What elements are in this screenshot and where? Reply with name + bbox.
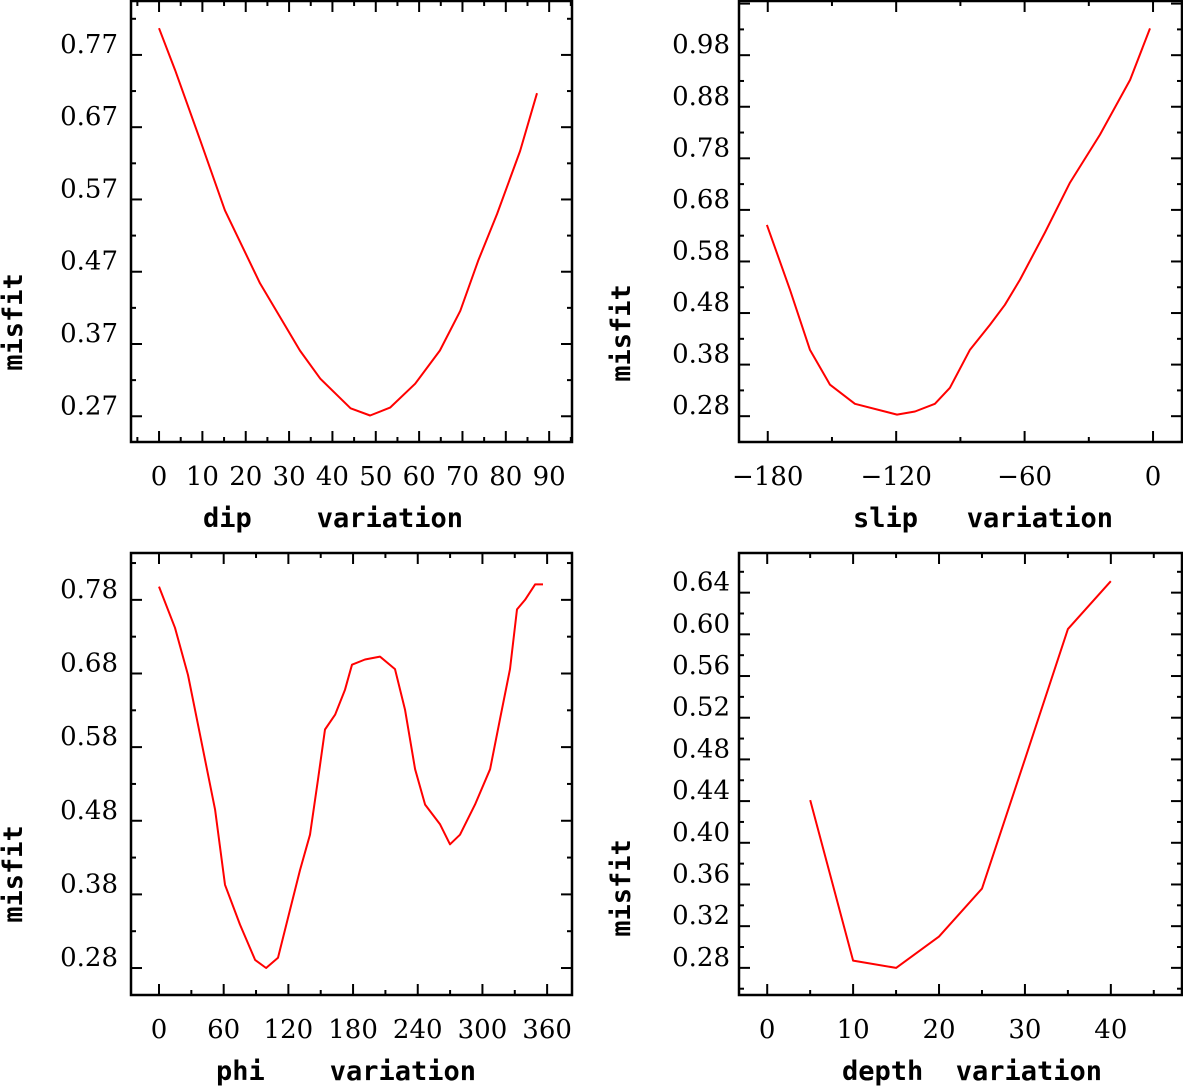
misfit-line	[809, 580, 1112, 969]
y-tick-label: 0.27	[60, 391, 118, 421]
y-axis-title: misfit	[0, 273, 29, 371]
plot-frame	[737, 551, 1183, 997]
x-tick-label: 90	[533, 462, 566, 492]
x-tick-label: 180	[328, 1015, 378, 1045]
x-tick-label: 300	[458, 1015, 508, 1045]
y-tick-label: 0.28	[672, 943, 730, 973]
y-axis-title: misfit	[606, 284, 637, 382]
y-tick-label: 0.77	[60, 30, 118, 60]
y-tick-label: 0.44	[672, 776, 730, 806]
y-tick-label: 0.57	[60, 174, 118, 204]
y-tick-label: 0.28	[60, 943, 118, 973]
y-tick-label: 0.78	[672, 133, 730, 163]
x-tick-label: 0	[759, 1015, 776, 1045]
y-tick-label: 0.88	[672, 82, 730, 112]
y-tick-label: 0.58	[672, 236, 730, 266]
x-tick-label: 10	[186, 462, 219, 492]
misfit-line	[158, 27, 538, 417]
x-tick-label: 70	[446, 462, 479, 492]
y-axis-title: misfit	[0, 825, 29, 923]
x-tick-label: −120	[860, 462, 931, 492]
x-tick-label: 360	[522, 1015, 572, 1045]
y-tick-label: 0.28	[672, 391, 730, 421]
x-tick-label: −180	[732, 462, 803, 492]
y-tick-label: 0.32	[672, 901, 730, 931]
x-tick-label: 20	[922, 1015, 955, 1045]
x-tick-label: 80	[489, 462, 522, 492]
x-tick-label: 30	[273, 462, 306, 492]
x-tick-label: 0	[151, 1015, 168, 1045]
y-tick-label: 0.37	[60, 319, 118, 349]
y-tick-label: 0.38	[672, 340, 730, 370]
y-tick-label: 0.64	[672, 568, 730, 598]
x-tick-label: 40	[316, 462, 349, 492]
x-tick-label: 30	[1008, 1015, 1041, 1045]
x-tick-label: 240	[393, 1015, 443, 1045]
subplot-4: 0 10 20 30 40 0.28 0.32 0.36 0.40 0.44 0.48 0.52 0.5…	[606, 551, 1183, 1086]
misfit-line	[765, 28, 1151, 416]
plot-frame	[129, 551, 574, 997]
x-tick-label: 120	[264, 1015, 314, 1045]
misfit-line	[158, 583, 543, 969]
y-tick-label: 0.67	[60, 102, 118, 132]
subplot-3: 0 60 120 180 240 300 360 0.28 0.38 0.48 0.58 0.68 0.…	[0, 551, 574, 1086]
x-axis-title: depth variation	[842, 1056, 1102, 1086]
y-tick-label: 0.40	[672, 818, 730, 848]
x-tick-label: 40	[1094, 1015, 1127, 1045]
y-tick-label: 0.58	[60, 722, 118, 752]
x-tick-label: 60	[403, 462, 436, 492]
y-axis-title: misfit	[606, 839, 637, 937]
y-tick-label: 0.60	[672, 609, 730, 639]
y-tick-label: 0.38	[60, 869, 118, 899]
subplot-2: −180 −120 −60 0 0.28 0.38 0.48 0.58 0.68 0.78 0.88…	[606, 0, 1183, 534]
y-tick-label: 0.48	[672, 288, 730, 318]
x-tick-label: 50	[359, 462, 392, 492]
x-axis-title: phi variation	[216, 1056, 476, 1086]
y-tick-label: 0.68	[672, 185, 730, 215]
plot-frame	[129, 0, 574, 444]
x-axis-title: dip variation	[203, 503, 463, 534]
plot-frame	[737, 0, 1183, 444]
y-tick-label: 0.68	[60, 648, 118, 678]
y-tick-label: 0.48	[672, 734, 730, 764]
x-axis-title: slip variation	[853, 503, 1113, 534]
subplot-1: 0 10 20 30 40 50 60 70 80 90 0.27 0.37 0.47 0.57 0.67 0…	[0, 0, 574, 534]
y-tick-label: 0.47	[60, 247, 118, 277]
y-tick-label: 0.98	[672, 30, 730, 60]
y-tick-label: 0.48	[60, 796, 118, 826]
y-tick-label: 0.78	[60, 575, 118, 605]
y-tick-label: 0.36	[672, 859, 730, 889]
x-tick-label: −60	[997, 462, 1052, 492]
y-tick-label: 0.56	[672, 651, 730, 681]
x-tick-label: 60	[207, 1015, 240, 1045]
y-tick-label: 0.52	[672, 693, 730, 723]
x-tick-label: 10	[837, 1015, 870, 1045]
x-tick-label: 0	[1145, 462, 1162, 492]
x-tick-label: 20	[229, 462, 262, 492]
x-tick-label: 0	[151, 462, 168, 492]
